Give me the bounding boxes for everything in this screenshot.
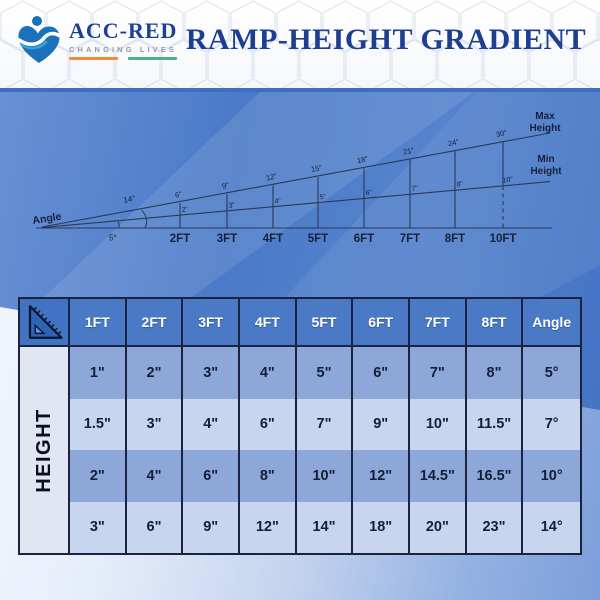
table-cell: 7°: [523, 398, 580, 450]
logo-text: ACC-RED CHANGING LIVES: [69, 18, 178, 60]
distance-label: 10FT: [490, 233, 517, 245]
max-angle-value: 14°: [123, 194, 137, 205]
distance-label: 7FT: [400, 233, 420, 245]
corner-cell: [20, 299, 70, 347]
min-height-value: 6": [365, 189, 373, 197]
min-angle-arc: [117, 221, 120, 229]
min-height-value: 4": [274, 198, 282, 206]
table-cell: 20": [410, 501, 467, 553]
distance-label: 2FT: [170, 233, 190, 245]
table-cell: 7": [410, 347, 467, 399]
acc-red-logo: ACC-RED CHANGING LIVES: [16, 13, 178, 67]
header-band: ACC-RED CHANGING LIVES RAMP-HEIGHT GRADI…: [0, 0, 600, 88]
table-cell: 7": [296, 398, 354, 450]
table-cell: 3": [183, 347, 240, 399]
table-cell: 14.5": [410, 450, 467, 502]
height-row-header-label: HEIGHT: [32, 407, 55, 493]
max-height-value: 12": [265, 171, 278, 182]
max-height-value: 9": [221, 181, 230, 191]
table-cell: 23": [466, 501, 524, 553]
hexagon-pattern-bg: [0, 0, 600, 88]
max-height-label: Max Height: [529, 111, 561, 134]
table-cell: 6": [126, 501, 184, 553]
heart-person-logo-icon: [17, 16, 62, 64]
table-cell: 14": [296, 501, 354, 553]
diagram-measure-lines: 2FT 6" 2" 3FT 9" 3" 4FT 12" 4" 5FT 15" 5" 6FT 18" 6" 7F…: [170, 128, 517, 245]
max-height-value: 6": [174, 189, 183, 199]
min-height-value: 8": [456, 181, 464, 189]
table-cell: 18": [353, 501, 410, 553]
min-height-value: 3": [228, 202, 236, 210]
table-cell: 3": [70, 501, 127, 553]
table-cell: 10°: [523, 450, 580, 502]
table-cell: 4": [126, 450, 184, 502]
table-cell: 9": [353, 398, 410, 450]
table-header-cell: 2FT: [126, 299, 184, 347]
band-top-edge: [0, 88, 600, 92]
table-cell: 1.5": [70, 398, 127, 450]
min-height-label: Min Height: [530, 154, 562, 177]
table-cell: 4": [183, 398, 240, 450]
table-cell: 6": [240, 398, 297, 450]
logo-underline-green: [128, 57, 178, 60]
max-height-value: 15": [310, 163, 323, 174]
table-header-cell: Angle: [523, 299, 580, 347]
min-height-value: 5": [319, 194, 327, 202]
table-header-cell: 8FT: [466, 299, 524, 347]
table-cell: 12": [353, 450, 410, 502]
table-cell: 16.5": [466, 450, 524, 502]
ramp-diagram: Angle 5° 14° Max Height Min Height 2FT 6" 2"…: [32, 111, 563, 245]
page-title: RAMP-HEIGHT GRADIENT: [185, 23, 587, 56]
logo-underline-orange: [69, 57, 119, 60]
min-height-value: 7": [411, 185, 419, 193]
max-height-value: 18": [356, 154, 369, 165]
logo-tagline: CHANGING LIVES: [69, 45, 177, 55]
diagram-min-line: [41, 181, 551, 229]
table-cell: 4": [240, 347, 297, 399]
min-height-value: 2": [181, 206, 189, 214]
table-cell: 2": [70, 450, 127, 502]
table-cell: 14°: [523, 501, 580, 553]
max-height-value: 21": [402, 146, 415, 157]
table-header-cell: 1FT: [70, 299, 127, 347]
table-header-cell: 3FT: [183, 299, 240, 347]
min-angle-value: 5°: [109, 234, 117, 243]
ramp-table: HEIGHT 1FT 2FT 3FT 4FT 5FT 6FT 7FT 8FT Angle 1" 2"…: [18, 297, 582, 555]
table-cell: 8": [466, 347, 524, 399]
table-cell: 5": [296, 347, 354, 399]
table-cell: 10": [296, 450, 354, 502]
max-angle-arc: [141, 209, 148, 229]
max-height-value: 24": [447, 137, 460, 148]
table-cell: 6": [183, 450, 240, 502]
table-cell: 1": [70, 347, 127, 399]
logo-name: ACC-RED: [69, 18, 178, 44]
table-header-cell: 5FT: [296, 299, 354, 347]
logo-underline: [69, 57, 178, 60]
set-square-icon: [28, 305, 63, 339]
table-header-cell: 6FT: [353, 299, 410, 347]
min-height-value: 10": [502, 176, 514, 184]
table-cell: 9": [183, 501, 240, 553]
angle-label: Angle: [32, 211, 63, 227]
height-row-header: HEIGHT: [20, 347, 70, 553]
table-cell: 11.5": [466, 398, 524, 450]
table-cell: 10": [410, 398, 467, 450]
distance-label: 5FT: [308, 233, 328, 245]
table-cell: 5°: [523, 347, 580, 399]
table-cell: 3": [126, 398, 184, 450]
max-height-value: 30": [495, 128, 508, 139]
table-cell: 12": [240, 501, 297, 553]
table-header-cell: 7FT: [410, 299, 467, 347]
distance-label: 4FT: [263, 233, 283, 245]
table-cell: 8": [240, 450, 297, 502]
table-cell: 6": [353, 347, 410, 399]
table-cell: 2": [126, 347, 184, 399]
distance-label: 8FT: [445, 233, 465, 245]
distance-label: 3FT: [217, 233, 237, 245]
distance-label: 6FT: [354, 233, 374, 245]
diagram-max-line: [41, 132, 551, 228]
table-header-cell: 4FT: [240, 299, 297, 347]
